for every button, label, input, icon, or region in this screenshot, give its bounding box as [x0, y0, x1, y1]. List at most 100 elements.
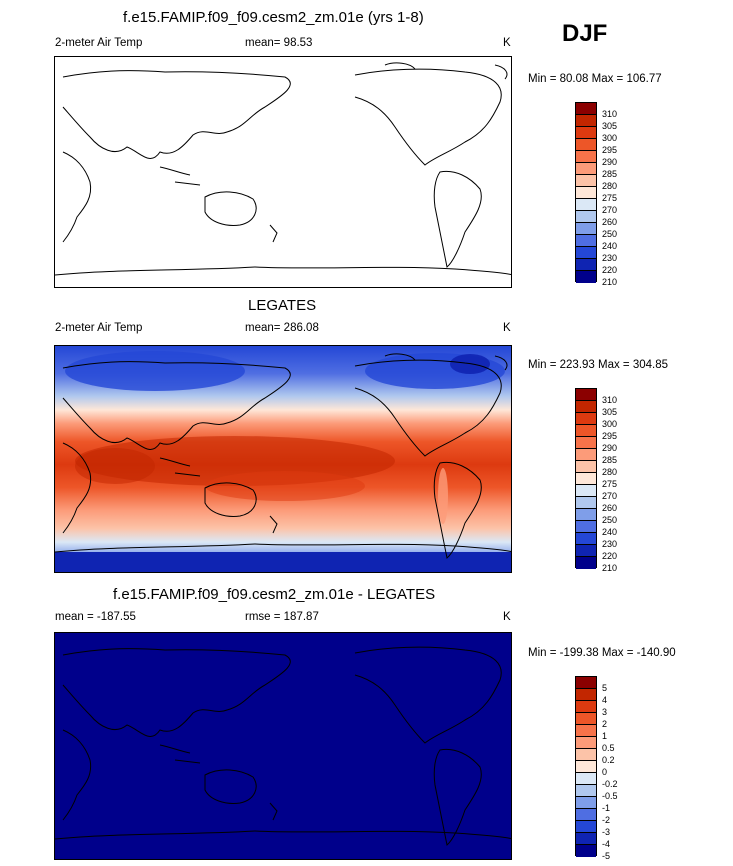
colorbar-swatch	[576, 713, 596, 725]
panel-2-units-label: K	[503, 322, 511, 334]
colorbar-tick-label: 250	[602, 515, 618, 525]
panel-3-mean-label: mean = -187.55	[55, 611, 136, 623]
panel-3-minmax-label: Min = -199.38 Max = -140.90	[528, 647, 676, 659]
colorbar-tick-label: 280	[602, 467, 618, 477]
colorbar-tick-label: -4	[602, 839, 611, 849]
panel-3-rmse-label: rmse = 187.87	[245, 611, 319, 623]
colorbar-swatch	[576, 235, 596, 247]
colorbar-swatch	[576, 389, 596, 401]
panel-1-units-label: K	[503, 37, 511, 49]
colorbar-swatch	[576, 247, 596, 259]
colorbar-tick-label: 310	[602, 109, 618, 119]
colorbar-tick-label: 275	[602, 479, 618, 489]
colorbar-swatch	[576, 139, 596, 151]
colorbar-tick-label: 240	[602, 241, 618, 251]
panel-3-colorbar	[575, 676, 597, 857]
panel-2-colorbar	[575, 388, 597, 569]
colorbar-swatch	[576, 223, 596, 235]
panel-3-units-label: K	[503, 611, 511, 623]
colorbar-swatch	[576, 175, 596, 187]
panel-1-colorbar	[575, 102, 597, 283]
colorbar-tick-label: 230	[602, 253, 618, 263]
colorbar-tick-label: 210	[602, 277, 618, 287]
colorbar-tick-label: 290	[602, 443, 618, 453]
colorbar-swatch	[576, 689, 596, 701]
panel-2-title: LEGATES	[248, 297, 317, 314]
colorbar-swatch	[576, 737, 596, 749]
colorbar-swatch	[576, 151, 596, 163]
colorbar-tick-label: 275	[602, 193, 618, 203]
panel-2-mean-label: mean= 286.08	[245, 322, 319, 334]
colorbar-swatch	[576, 425, 596, 437]
colorbar-tick-label: -2	[602, 815, 611, 825]
colorbar-swatch	[576, 485, 596, 497]
colorbar-swatch	[576, 413, 596, 425]
panel-2-temperature-field	[55, 346, 511, 572]
colorbar-tick-label: -0.2	[602, 779, 618, 789]
colorbar-tick-label: 260	[602, 503, 618, 513]
colorbar-tick-label: -3	[602, 827, 611, 837]
colorbar-swatch	[576, 497, 596, 509]
colorbar-tick-label: 5	[602, 683, 608, 693]
colorbar-tick-label: 250	[602, 229, 618, 239]
colorbar-tick-label: 295	[602, 145, 618, 155]
colorbar-swatch	[576, 127, 596, 139]
colorbar-swatch	[576, 449, 596, 461]
colorbar-swatch	[576, 115, 596, 127]
colorbar-swatch	[576, 749, 596, 761]
panel-2-minmax-label: Min = 223.93 Max = 304.85	[528, 359, 669, 371]
colorbar-tick-label: 1	[602, 731, 608, 741]
colorbar-swatch	[576, 845, 596, 857]
panel-3-map	[54, 632, 512, 860]
colorbar-swatch	[576, 761, 596, 773]
colorbar-tick-label: 210	[602, 563, 618, 573]
colorbar-tick-label: 260	[602, 217, 618, 227]
colorbar-swatch	[576, 401, 596, 413]
panel-2-variable-label: 2-meter Air Temp	[55, 322, 143, 334]
colorbar-swatch	[576, 557, 596, 569]
colorbar-tick-label: 310	[602, 395, 618, 405]
colorbar-swatch	[576, 545, 596, 557]
colorbar-tick-label: 270	[602, 205, 618, 215]
panel-2-map	[54, 345, 512, 573]
panel-3-title: f.e15.FAMIP.f09_f09.cesm2_zm.01e - LEGAT…	[113, 586, 436, 603]
colorbar-tick-label: 300	[602, 419, 618, 429]
colorbar-tick-label: 0	[602, 767, 608, 777]
colorbar-swatch	[576, 163, 596, 175]
panel-1-coastlines	[55, 62, 511, 276]
colorbar-swatch	[576, 533, 596, 545]
colorbar-swatch	[576, 773, 596, 785]
colorbar-swatch	[576, 833, 596, 845]
colorbar-swatch	[576, 521, 596, 533]
colorbar-tick-label: 0.2	[602, 755, 615, 765]
colorbar-swatch	[576, 677, 596, 689]
colorbar-tick-label: 2	[602, 719, 608, 729]
colorbar-tick-label: 270	[602, 491, 618, 501]
colorbar-swatch	[576, 103, 596, 115]
colorbar-swatch	[576, 809, 596, 821]
panel-1-title: f.e15.FAMIP.f09_f09.cesm2_zm.01e (yrs 1-…	[123, 9, 424, 26]
colorbar-tick-label: 300	[602, 133, 618, 143]
panel-1-minmax-label: Min = 80.08 Max = 106.77	[528, 73, 662, 85]
colorbar-tick-label: 305	[602, 407, 618, 417]
colorbar-tick-label: 240	[602, 527, 618, 537]
colorbar-tick-label: 0.5	[602, 743, 615, 753]
colorbar-swatch	[576, 199, 596, 211]
colorbar-tick-label: 290	[602, 157, 618, 167]
colorbar-tick-label: 280	[602, 181, 618, 191]
colorbar-tick-label: 305	[602, 121, 618, 131]
panel-1-variable-label: 2-meter Air Temp	[55, 37, 143, 49]
panel-1-mean-label: mean= 98.53	[245, 37, 313, 49]
colorbar-swatch	[576, 473, 596, 485]
colorbar-swatch	[576, 437, 596, 449]
colorbar-tick-label: -5	[602, 851, 611, 861]
colorbar-swatch	[576, 187, 596, 199]
colorbar-tick-label: 285	[602, 169, 618, 179]
colorbar-tick-label: 220	[602, 551, 618, 561]
colorbar-swatch	[576, 211, 596, 223]
colorbar-tick-label: 3	[602, 707, 608, 717]
colorbar-swatch	[576, 271, 596, 283]
colorbar-swatch	[576, 701, 596, 713]
panel-1-map	[54, 56, 512, 288]
colorbar-tick-label: 220	[602, 265, 618, 275]
